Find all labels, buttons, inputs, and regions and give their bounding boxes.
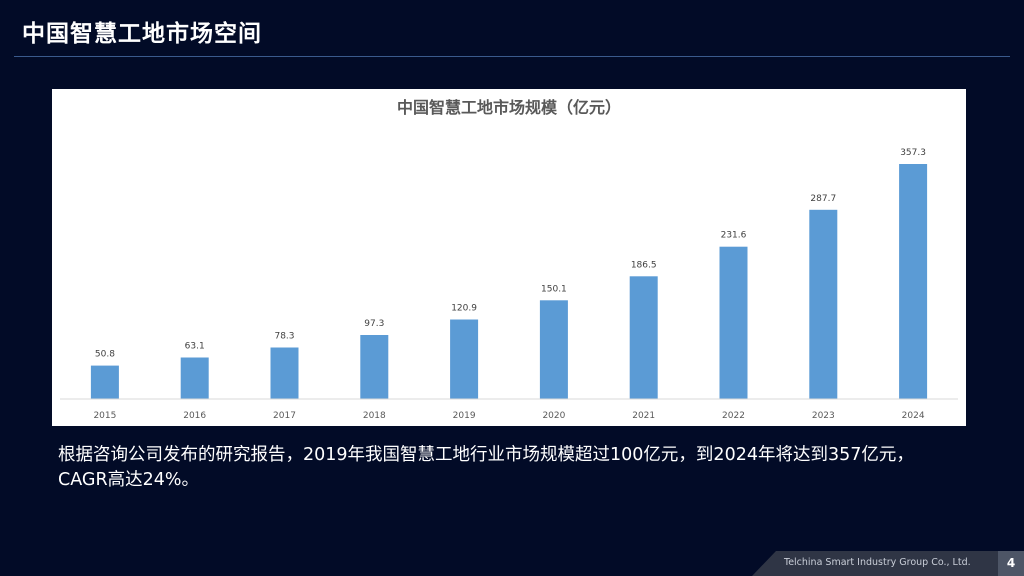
x-tick-label-2016: 2016 xyxy=(183,411,206,421)
x-tick-labels: 2015 2016 2017 2018 2019 2020 2021 2022 2023 2024 xyxy=(93,411,924,421)
x-tick-label-2021: 2021 xyxy=(632,411,655,421)
data-label-2022: 231.6 xyxy=(721,231,747,241)
bar-2016 xyxy=(180,357,209,399)
page-number-box: 4 xyxy=(998,551,1024,576)
x-tick-label-2018: 2018 xyxy=(363,411,386,421)
bar-2017 xyxy=(270,347,299,399)
bar-2020 xyxy=(539,300,568,399)
x-tick-label-2022: 2022 xyxy=(722,411,745,421)
footer-band xyxy=(752,551,1024,576)
slide-title: 中国智慧工地市场空间 xyxy=(22,21,262,47)
data-label-2015: 50.8 xyxy=(95,350,115,360)
chart-title: 中国智慧工地市场规模（亿元） xyxy=(397,98,621,117)
bar-chart: 中国智慧工地市场规模（亿元） 50.8 63.1 78.3 97.3 120.9 150.… xyxy=(60,98,958,421)
data-label-2019: 120.9 xyxy=(451,304,477,314)
data-label-2023: 287.7 xyxy=(810,194,836,204)
title-divider xyxy=(14,56,1010,57)
bar-2022 xyxy=(719,246,748,399)
bar-2021 xyxy=(629,276,658,399)
chart-panel: 中国智慧工地市场规模（亿元） 50.8 63.1 78.3 97.3 120.9 150.… xyxy=(52,89,966,426)
bar-2024 xyxy=(899,164,928,399)
x-tick-label-2017: 2017 xyxy=(273,411,296,421)
x-tick-label-2023: 2023 xyxy=(812,411,835,421)
data-label-2020: 150.1 xyxy=(541,284,567,294)
data-label-2016: 63.1 xyxy=(185,342,205,352)
x-tick-label-2024: 2024 xyxy=(902,411,925,421)
page-number: 4 xyxy=(1006,556,1016,570)
bar-2015 xyxy=(90,365,119,399)
bar-2018 xyxy=(360,335,389,399)
x-tick-label-2020: 2020 xyxy=(542,411,565,421)
data-labels-layer: 50.8 63.1 78.3 97.3 120.9 150.1 186.5 231.6 287.… xyxy=(95,148,926,360)
data-label-2024: 357.3 xyxy=(900,148,926,158)
data-label-2018: 97.3 xyxy=(364,319,384,329)
data-label-2017: 78.3 xyxy=(274,332,294,342)
bars-layer xyxy=(90,164,928,399)
footer-company: Telchina Smart Industry Group Co., Ltd. xyxy=(784,557,971,568)
data-label-2021: 186.5 xyxy=(631,260,657,270)
x-tick-label-2015: 2015 xyxy=(93,411,116,421)
bar-2023 xyxy=(809,209,838,399)
bar-2019 xyxy=(450,319,479,399)
x-tick-label-2019: 2019 xyxy=(453,411,476,421)
description-text: 根据咨询公司发布的研究报告，2019年我国智慧工地行业市场规模超过100亿元，到… xyxy=(58,445,914,490)
